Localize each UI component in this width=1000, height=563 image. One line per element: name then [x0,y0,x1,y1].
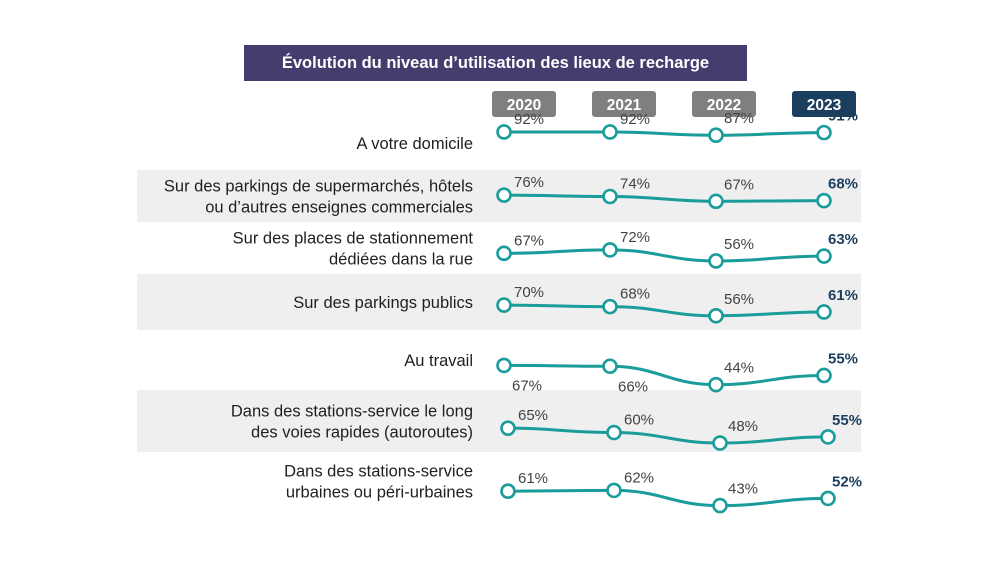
series-line [507,488,829,508]
data-point [708,307,724,324]
data-point [606,424,622,441]
series-line [507,426,829,445]
data-label: 68% [828,176,858,193]
data-label: 67% [514,232,544,249]
year-label: 2021 [607,97,642,114]
row-label: A votre domicile [357,135,473,153]
year-label: 2022 [707,97,741,114]
data-label: 62% [624,469,654,486]
year-badge-bg [792,91,856,117]
data-label: 70% [514,284,544,301]
data-point [708,193,724,210]
data-point [816,124,832,141]
row-label: ou d’autres enseignes commerciales [205,199,473,217]
data-label: 52% [832,473,862,490]
row-label: urbaines ou péri-urbaines [286,484,473,502]
data-point [496,187,512,203]
data-label: 61% [518,470,548,487]
data-label: 74% [620,176,650,193]
data-point [496,245,512,262]
year-badge-2022: 2022 [692,91,756,117]
data-label: 56% [724,291,754,308]
data-label: 87% [724,110,754,127]
series-line [503,363,825,387]
data-point [496,357,512,374]
data-label: 63% [828,231,858,248]
series-line [504,130,825,137]
data-label: 55% [828,350,858,367]
year-badge-2020: 2020 [492,91,556,117]
data-point [496,297,512,313]
data-label: 43% [728,481,758,498]
data-label: 76% [514,174,544,191]
data-label: 92% [620,111,650,128]
data-label: 55% [832,412,862,429]
row-label: des voies rapides (autoroutes) [251,424,473,442]
chart-title: Évolution du niveau d’utilisation des li… [244,45,747,81]
row-label: dédiées dans la rue [329,251,473,269]
data-point [816,192,832,209]
data-point [708,127,724,144]
data-point [602,358,618,375]
row-label: Au travail [404,352,473,370]
data-point [708,253,724,269]
data-label: 67% [512,377,542,394]
year-badge-2023: 2023 [792,91,856,117]
year-label: 2020 [507,97,541,114]
data-label: 72% [620,229,650,246]
data-point [602,242,618,258]
year-badge-2021: 2021 [592,91,656,117]
data-label: 60% [624,412,654,429]
data-point [500,420,516,436]
year-badge-bg [492,91,556,117]
data-label: 44% [724,360,754,377]
series-line [503,193,825,203]
data-point [602,188,618,205]
data-label: 68% [620,286,650,303]
data-point [816,304,832,320]
data-point [820,490,836,507]
year-badge-bg [592,91,656,117]
data-point [708,376,724,393]
data-point [820,429,836,445]
data-label: 91% [828,108,858,125]
year-badge-bg [692,91,756,117]
data-point [602,124,618,140]
data-point [496,124,512,140]
row-label: Sur des parkings publics [293,294,473,312]
data-point [816,248,832,264]
data-label: 48% [728,418,758,435]
data-point [712,435,728,451]
data-label: 56% [724,236,754,253]
data-label: 61% [828,287,858,304]
row-label: Dans des stations-service le long [231,403,473,421]
data-point [712,497,728,514]
data-label: 66% [618,378,648,395]
data-point [602,298,618,315]
series-line [503,303,825,318]
data-label: 92% [514,111,544,128]
data-point [500,483,516,500]
data-point [606,482,622,499]
year-label: 2023 [807,97,842,114]
row-label: Sur des places de stationnement [233,230,474,248]
row-label: Sur des parkings de supermarchés, hôtels [164,178,473,196]
data-point [816,367,832,384]
data-label: 65% [518,407,548,424]
series-line [503,248,825,263]
row-label: Dans des stations-service [284,463,473,481]
data-label: 67% [724,176,754,193]
